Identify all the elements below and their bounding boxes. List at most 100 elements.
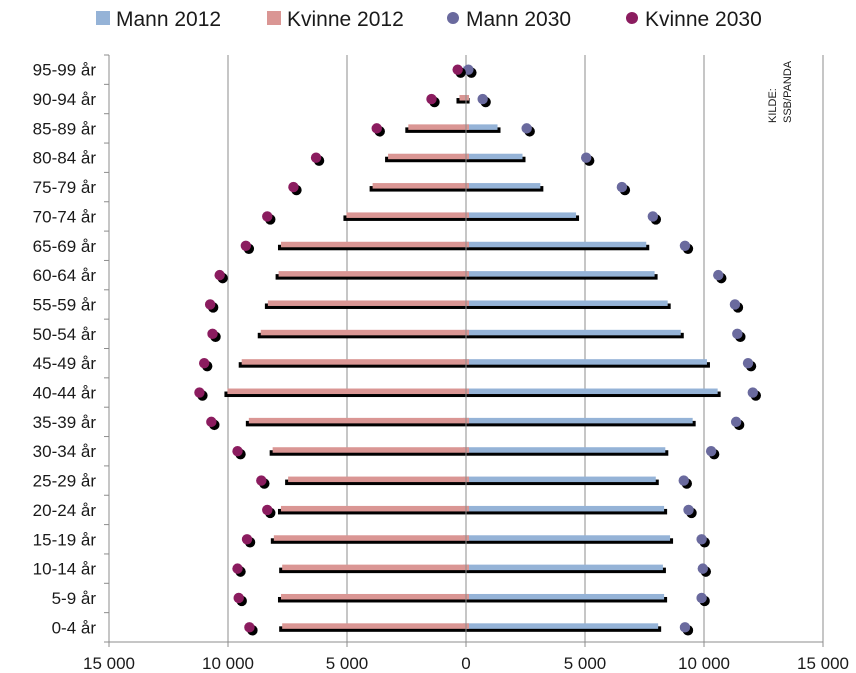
bar-shadow-kvinne-2012-18	[456, 98, 466, 104]
bar-kvinne-2012-13	[280, 241, 469, 248]
bar-shadow-mann-2012-11	[466, 303, 671, 309]
bar-shadow-mann-2012-16	[466, 156, 526, 163]
marker-kvinne-2030-11	[204, 299, 216, 310]
marker-mann-2030-16	[580, 152, 592, 163]
marker-mann-2030-1	[696, 592, 707, 604]
marker-mann-2030-10	[732, 328, 743, 340]
bar-shadow-kvinne-2012-5	[285, 479, 466, 486]
bar-shadow-mann-2012-3	[466, 538, 674, 544]
legend-label-mann-2012: Mann 2012	[116, 8, 221, 31]
legend-swatch-mann-2030	[447, 12, 459, 24]
bar-kvinne-2012-12	[278, 271, 469, 277]
x-tick-label-5: 10 000	[678, 654, 730, 673]
bar-mann-2012-3	[463, 535, 671, 541]
marker-mann-2030-8	[747, 387, 758, 398]
y-tick-label-3: 15-19 år	[33, 530, 97, 549]
marker-kvinne-2030-13	[240, 240, 252, 251]
marker-kvinne-2030-7	[206, 416, 217, 428]
marker-mann-2030-0	[679, 622, 691, 633]
bar-mann-2012-10	[463, 329, 681, 336]
bar-shadow-kvinne-2012-9	[238, 362, 466, 368]
bar-kvinne-2012-1	[280, 593, 469, 600]
marker-kvinne-2030-5	[256, 475, 267, 486]
legend-swatch-kvinne-2012	[267, 11, 281, 25]
legend-label-mann-2030: Mann 2030	[466, 8, 571, 31]
marker-mann-2030-6	[705, 446, 717, 457]
source-note-line1: KILDE:	[767, 88, 779, 123]
bar-kvinne-2012-17	[408, 124, 469, 130]
marker-mann-2030-2	[697, 563, 709, 574]
bar-kvinne-2012-15	[372, 183, 469, 189]
bar-kvinne-2012-8	[227, 388, 469, 395]
x-tick-label-6: 15 000	[797, 654, 849, 673]
legend: Mann 2012 Kvinne 2012 Mann 2030 Kvinne 2030	[96, 8, 762, 31]
marker-mann-2030-15	[616, 181, 628, 193]
bar-mann-2012-8	[463, 388, 718, 395]
marker-kvinne-2030-17	[371, 123, 382, 134]
bar-kvinne-2012-11	[267, 300, 469, 306]
legend-swatch-mann-2012	[96, 11, 110, 25]
bar-shadow-mann-2012-15	[466, 186, 544, 192]
source-note-line2: SSB/PANDA	[782, 60, 794, 123]
bar-shadow-mann-2012-17	[466, 127, 501, 133]
bar-shadow-kvinne-2012-2	[279, 567, 466, 574]
marker-mann-2030-12	[713, 269, 724, 281]
y-tick-label-4: 20-24 år	[33, 501, 97, 520]
bar-shadow-kvinne-2012-14	[343, 215, 466, 221]
y-tick-label-12: 60-64 år	[33, 266, 97, 285]
y-tick-label-19: 95-99 år	[33, 61, 97, 80]
bar-mann-2012-0	[463, 623, 659, 629]
marker-kvinne-2030-4	[262, 504, 273, 516]
y-tick-label-17: 85-89 år	[33, 119, 97, 138]
marker-mann-2030-13	[679, 240, 691, 251]
marker-kvinne-2030-19	[452, 64, 463, 75]
y-tick-label-9: 45-49 år	[33, 354, 97, 373]
marker-mann-2030-14	[647, 211, 659, 222]
bar-kvinne-2012-10	[260, 329, 469, 336]
bar-kvinne-2012-18	[459, 95, 469, 101]
bar-mann-2012-5	[463, 476, 656, 483]
bar-shadow-mann-2012-4	[466, 508, 668, 515]
marker-kvinne-2030-12	[214, 269, 225, 281]
bar-shadow-mann-2012-18	[466, 98, 470, 104]
bar-kvinne-2012-0	[282, 623, 469, 629]
marker-kvinne-2030-15	[288, 181, 299, 193]
legend-label-kvinne-2012: Kvinne 2012	[287, 8, 404, 31]
bar-shadow-mann-2012-2	[466, 567, 666, 574]
y-tick-label-14: 70-74 år	[33, 207, 97, 226]
marker-kvinne-2030-16	[310, 152, 322, 163]
y-tick-label-6: 30-34 år	[33, 442, 97, 461]
bar-shadow-kvinne-2012-16	[385, 156, 466, 163]
bar-shadow-kvinne-2012-17	[405, 127, 466, 133]
marker-kvinne-2030-1	[233, 592, 244, 604]
bar-shadow-kvinne-2012-12	[275, 274, 466, 280]
marker-kvinne-2030-8	[194, 387, 205, 398]
markers-layer	[194, 64, 761, 636]
y-tick-label-0: 0-4 år	[52, 618, 97, 637]
y-tick-label-5: 25-29 år	[33, 472, 97, 491]
bar-shadow-mann-2012-5	[466, 479, 659, 486]
bar-shadow-kvinne-2012-11	[264, 303, 466, 309]
bar-kvinne-2012-4	[280, 505, 469, 512]
marker-kvinne-2030-2	[232, 563, 243, 574]
x-tick-label-2: 5 000	[326, 654, 369, 673]
bar-shadow-kvinne-2012-0	[279, 626, 466, 632]
y-tick-label-10: 50-54 år	[33, 325, 97, 344]
bar-shadow-mann-2012-7	[466, 420, 696, 427]
bar-kvinne-2012-9	[241, 359, 469, 365]
marker-mann-2030-9	[742, 357, 754, 369]
marker-mann-2030-18	[477, 93, 488, 105]
bar-mann-2012-4	[463, 505, 665, 512]
marker-kvinne-2030-18	[426, 93, 437, 105]
bar-mann-2012-13	[463, 241, 647, 248]
x-tick-label-0: 15 000	[83, 654, 135, 673]
x-tick-label-4: 5 000	[564, 654, 607, 673]
marker-mann-2030-3	[696, 534, 707, 545]
y-tick-label-1: 5-9 år	[52, 589, 97, 608]
marker-kvinne-2030-9	[199, 357, 210, 369]
bar-shadow-kvinne-2012-4	[277, 508, 466, 515]
bar-shadow-mann-2012-8	[466, 391, 721, 398]
bar-shadow-kvinne-2012-3	[270, 538, 466, 544]
marker-mann-2030-4	[683, 504, 694, 516]
